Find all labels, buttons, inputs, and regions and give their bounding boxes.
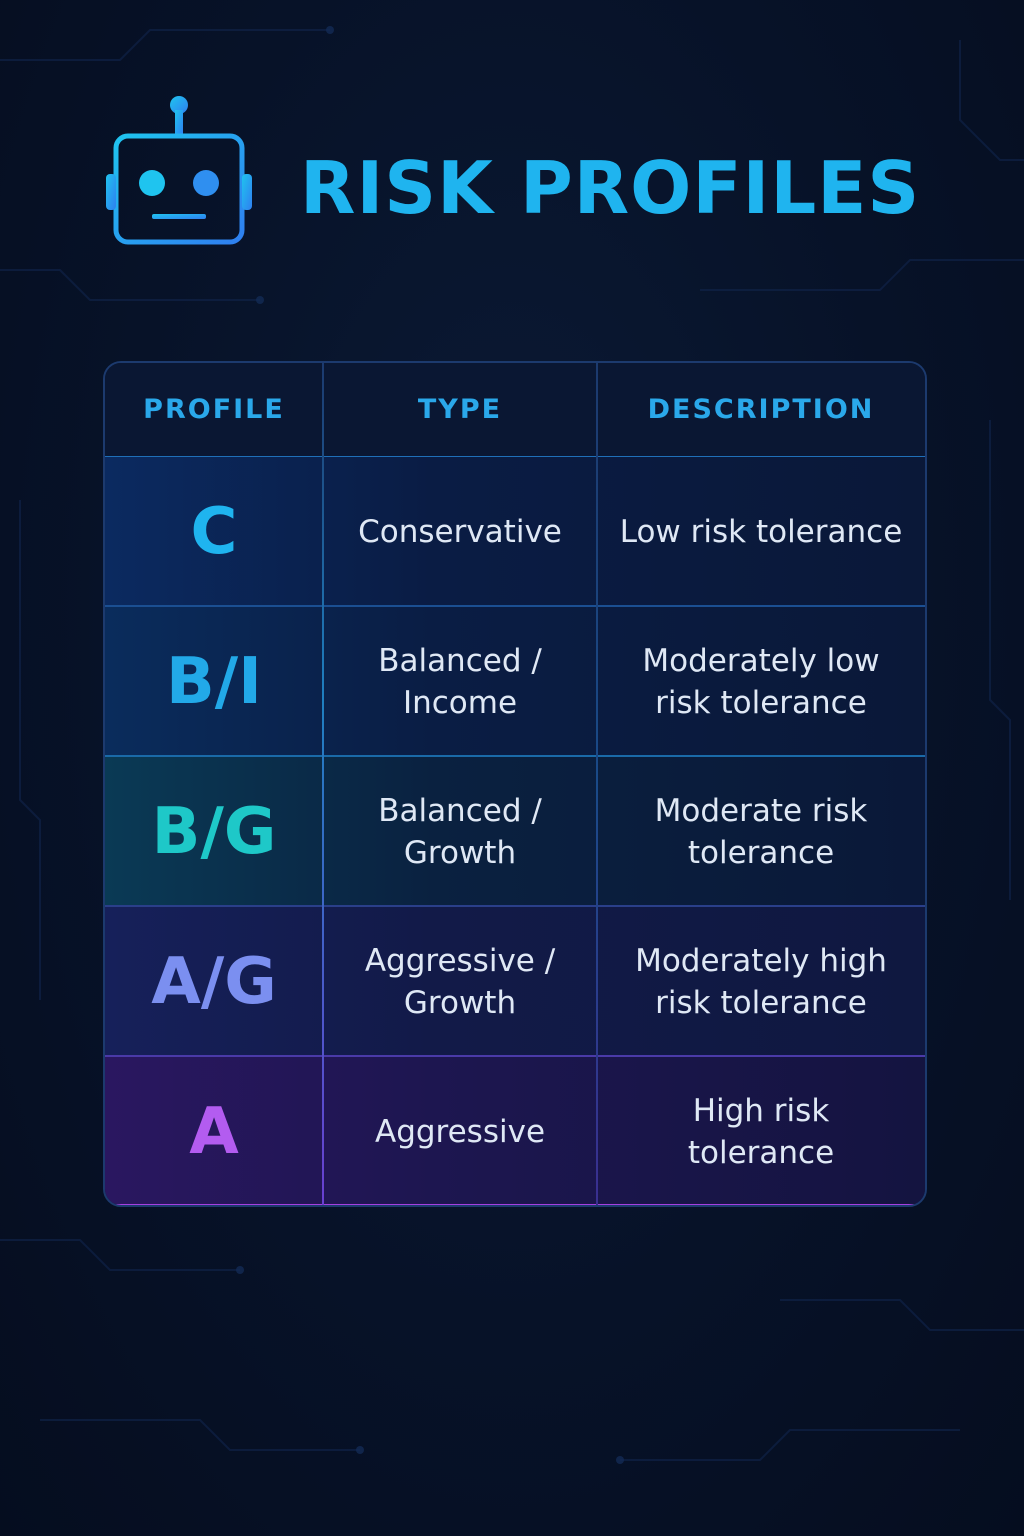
profile-type: Conservative <box>358 514 562 550</box>
table-row: A Aggressive High risk tolerance <box>105 1057 925 1205</box>
robot-head-icon <box>106 96 252 245</box>
profile-code-cell: B/I <box>105 607 323 757</box>
profile-code-cell: A/G <box>105 907 323 1057</box>
profile-code-cell: B/G <box>105 757 323 907</box>
profile-description-cell: Moderate risk tolerance <box>597 757 925 907</box>
profile-code-cell: C <box>105 457 323 607</box>
profile-description: Moderately high risk tolerance <box>635 943 887 1021</box>
risk-profiles-table: PROFILE TYPE DESCRIPTION C Conservative … <box>103 361 927 1207</box>
profile-type-cell: Aggressive / Growth <box>323 907 597 1057</box>
profile-type: Aggressive <box>374 1114 546 1150</box>
profile-description: Moderate risk tolerance <box>654 793 868 871</box>
column-header-type: TYPE <box>417 394 503 425</box>
table-row: B/I Balanced / Income Moderately low ris… <box>105 607 925 757</box>
column-divider <box>596 363 598 1205</box>
profile-description-cell: High risk tolerance <box>597 1057 925 1205</box>
column-divider <box>322 363 324 1205</box>
profile-description-cell: Low risk tolerance <box>597 457 925 607</box>
profile-type-cell: Balanced / Income <box>323 607 597 757</box>
profile-code: C <box>190 495 238 569</box>
column-header-profile: PROFILE <box>143 394 285 425</box>
table-row: C Conservative Low risk tolerance <box>105 457 925 607</box>
profile-type: Aggressive / Growth <box>364 943 556 1021</box>
page-title: RISK PROFILES <box>300 146 921 230</box>
profile-code: B/G <box>151 795 277 869</box>
profile-code: A <box>189 1095 239 1169</box>
profile-type-cell: Conservative <box>323 457 597 607</box>
table-row: B/G Balanced / Growth Moderate risk tole… <box>105 757 925 907</box>
profile-type-cell: Aggressive <box>323 1057 597 1205</box>
table-header-row: PROFILE TYPE DESCRIPTION <box>105 363 925 458</box>
profile-type: Balanced / Income <box>378 643 542 721</box>
table-row: A/G Aggressive / Growth Moderately high … <box>105 907 925 1057</box>
profile-type-cell: Balanced / Growth <box>323 757 597 907</box>
profile-code: B/I <box>166 645 262 719</box>
profile-description-cell: Moderately high risk tolerance <box>597 907 925 1057</box>
profile-description: Moderately low risk tolerance <box>642 643 880 721</box>
page-header: RISK PROFILES <box>104 94 924 254</box>
profile-description: High risk tolerance <box>687 1093 835 1171</box>
profile-code: A/G <box>151 945 277 1019</box>
profile-type: Balanced / Growth <box>378 793 542 871</box>
column-header-description: DESCRIPTION <box>647 394 875 425</box>
profile-description-cell: Moderately low risk tolerance <box>597 607 925 757</box>
profile-code-cell: A <box>105 1057 323 1205</box>
profile-description: Low risk tolerance <box>619 514 903 550</box>
